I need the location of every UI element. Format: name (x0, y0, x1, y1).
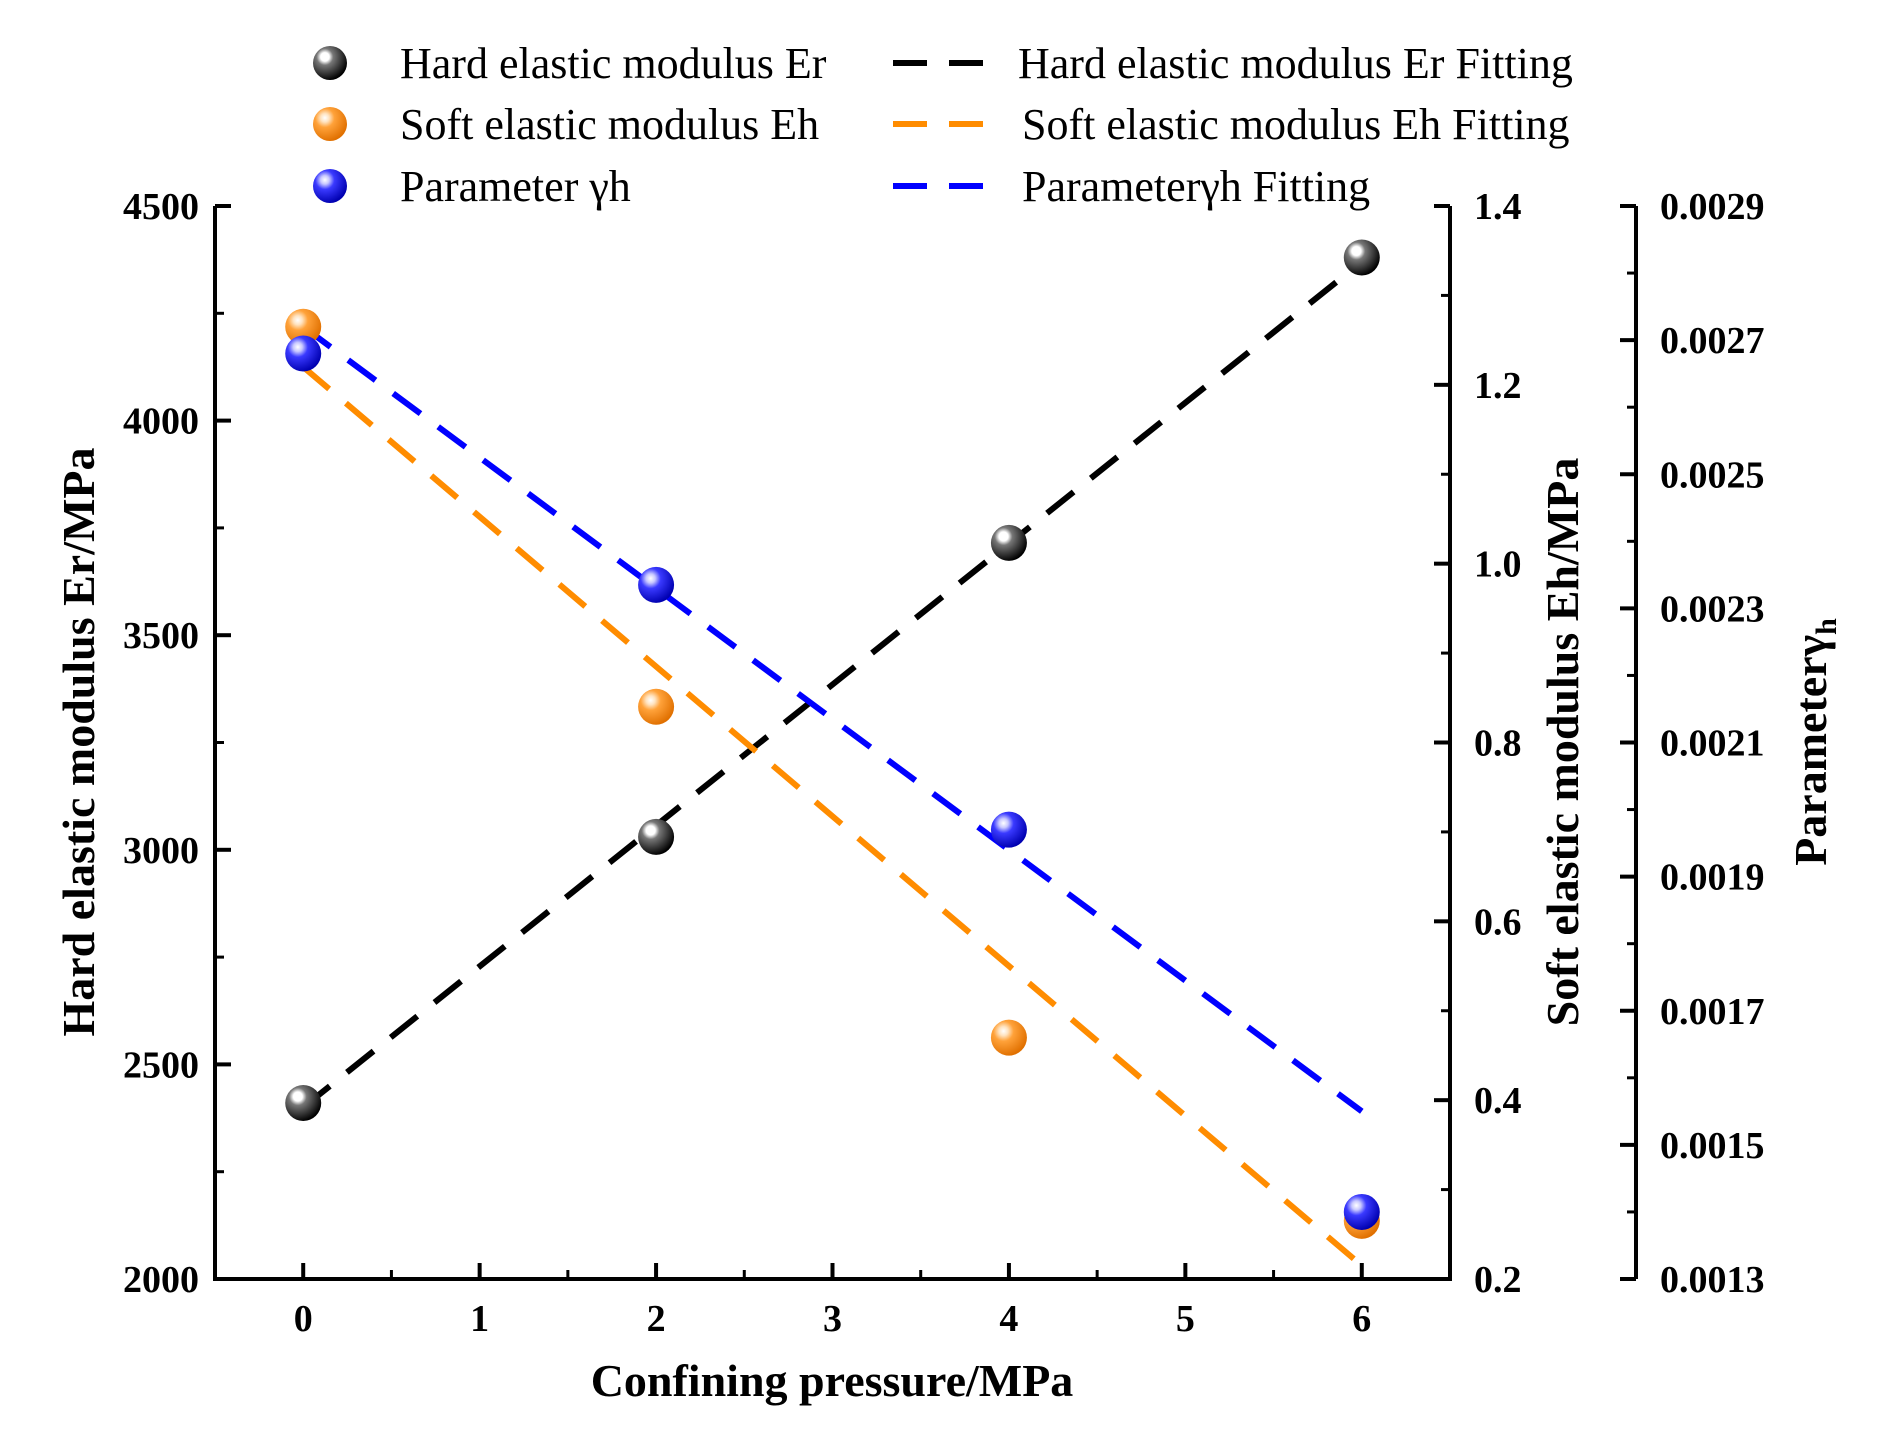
x-axis-title: Confining pressure/MPa (591, 1355, 1074, 1406)
right2-tick-label: 0.0015 (1660, 1125, 1765, 1167)
legend-label-gamma-h: Parameter γh (400, 162, 631, 211)
data-point-series2-x4 (990, 811, 1027, 848)
data-point-series1-x0 (285, 308, 322, 345)
right2-tick-label: 0.0017 (1660, 991, 1765, 1033)
left-tick-label: 2500 (123, 1044, 199, 1086)
right1-tick-label: 1.2 (1474, 365, 1522, 407)
x-tick-label-5: 5 (1176, 1298, 1195, 1340)
right2-tick-label: 0.0027 (1660, 320, 1765, 362)
left-tick-label: 2000 (123, 1259, 199, 1301)
left-tick-label: 4000 (123, 401, 199, 443)
right1-tick-label: 0.8 (1474, 723, 1522, 765)
legend-label-hard-er: Hard elastic modulus Er (400, 39, 827, 88)
legend-fit-label-soft-eh: Soft elastic modulus Eh Fitting (1022, 100, 1570, 149)
right1-tick-label: 1.4 (1474, 186, 1522, 228)
legend-marker-gamma-h (313, 169, 347, 203)
right2-tick-label: 0.0023 (1660, 588, 1765, 630)
right1-tick-label: 0.6 (1474, 901, 1522, 943)
fit-line-0 (301, 259, 1364, 1110)
right2-tick-label: 0.0029 (1660, 186, 1765, 228)
legend-fit-label-hard-er: Hard elastic modulus Er Fitting (1018, 39, 1573, 88)
legend-fit-label-gamma-h: Parameterγh Fitting (1022, 162, 1370, 211)
right2-tick-label: 0.0019 (1660, 857, 1765, 899)
data-point-series0-x2 (638, 818, 675, 855)
data-point-series2-x2 (638, 566, 675, 603)
data-point-series1-x2 (638, 688, 675, 725)
x-tick-label-1: 1 (470, 1298, 489, 1340)
data-point-series2-x0 (285, 335, 322, 372)
fit-lines (301, 259, 1364, 1268)
x-tick-label-4: 4 (999, 1298, 1018, 1340)
left-tick-label: 4500 (123, 186, 199, 228)
right-axis-gamma-title-sub: h (1810, 618, 1843, 635)
legend: Hard elastic modulus Er Hard elastic mod… (313, 39, 1573, 211)
data-point-series0-x0 (285, 1085, 322, 1122)
left-tick-label: 3500 (123, 615, 199, 657)
right2-tick-label: 0.0025 (1660, 454, 1765, 496)
legend-label-soft-eh: Soft elastic modulus Eh (400, 100, 819, 149)
right-axis-gamma-title-main: Parameterγ (1785, 635, 1836, 866)
right1-tick-label: 1.0 (1474, 544, 1522, 586)
right2-tick-label: 0.0021 (1660, 723, 1765, 765)
fit-line-2 (301, 324, 1364, 1114)
x-tick-label-3: 3 (823, 1298, 842, 1340)
data-point-series0-x4 (990, 524, 1027, 561)
ticks: 0 1 2 3 4 5 6 2000 2500 3000 3500 4000 4500 0.2 0.4 0.6… (123, 186, 1765, 1340)
right1-tick-label: 0.4 (1474, 1080, 1522, 1122)
data-point-series1-x4 (990, 1019, 1027, 1056)
left-tick-label: 3000 (123, 830, 199, 872)
data-point-series2-x6 (1343, 1193, 1380, 1230)
left-axis-title: Hard elastic modulus Er/MPa (53, 447, 104, 1036)
x-tick-label-2: 2 (647, 1298, 666, 1340)
right-axis-gamma-title: Parameterγh (1785, 618, 1843, 866)
x-tick-label-6: 6 (1352, 1298, 1371, 1340)
data-points (285, 239, 1380, 1239)
fit-line-1 (301, 364, 1364, 1268)
legend-marker-soft-eh (313, 107, 347, 141)
data-point-series0-x6 (1343, 239, 1380, 276)
right-axis-soft-title: Soft elastic modulus Eh/MPa (1537, 458, 1588, 1027)
x-tick-label-0: 0 (294, 1298, 313, 1340)
legend-marker-hard-er (313, 46, 347, 80)
right1-tick-label: 0.2 (1474, 1259, 1522, 1301)
right2-tick-label: 0.0013 (1660, 1259, 1765, 1301)
